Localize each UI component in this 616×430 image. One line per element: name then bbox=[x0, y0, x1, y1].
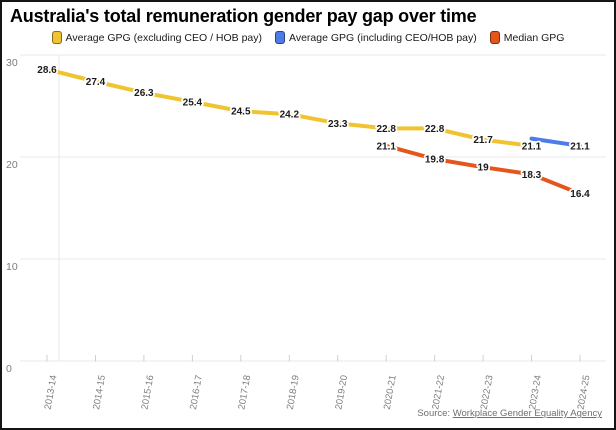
legend-swatch-yellow-icon bbox=[51, 31, 62, 44]
x-tick-label: 2015-16 bbox=[140, 374, 157, 410]
point-label: 21.1 bbox=[376, 141, 396, 152]
series-line bbox=[45, 67, 534, 148]
point-label: 19 bbox=[478, 163, 490, 174]
point-label: 22.8 bbox=[425, 124, 445, 135]
y-tick-label: 0 bbox=[6, 363, 12, 375]
point-label: 23.3 bbox=[328, 119, 348, 130]
point-label: 21.1 bbox=[570, 141, 590, 152]
point-label: 25.4 bbox=[183, 97, 203, 108]
y-tick-label: 10 bbox=[6, 261, 18, 273]
legend-item-average-excl: Average GPG (excluding CEO / HOB pay) bbox=[51, 31, 263, 44]
point-label: 28.6 bbox=[37, 65, 57, 76]
legend-label: Median GPG bbox=[503, 31, 565, 44]
page-title: Australia's total remuneration gender pa… bbox=[10, 6, 477, 26]
point-label: 21.7 bbox=[473, 135, 493, 146]
point-label: 18.3 bbox=[522, 170, 542, 181]
point-label: 16.4 bbox=[570, 189, 590, 200]
x-tick-label: 2019-20 bbox=[333, 374, 350, 410]
x-tick-label: 2018-19 bbox=[285, 374, 302, 410]
point-label: 24.2 bbox=[280, 110, 300, 121]
legend-label: Average GPG (excluding CEO / HOB pay) bbox=[65, 31, 263, 44]
point-label: 19.8 bbox=[425, 155, 445, 166]
x-tick-label: 2014-15 bbox=[91, 374, 108, 410]
y-tick-label: 30 bbox=[6, 57, 18, 69]
legend-swatch-orange-icon bbox=[489, 31, 500, 44]
point-label: 27.4 bbox=[86, 77, 106, 88]
legend-item-average-incl: Average GPG (including CEO/HOB pay) bbox=[275, 31, 477, 44]
y-tick-label: 20 bbox=[6, 159, 18, 171]
x-tick-label: 2020-21 bbox=[382, 374, 399, 410]
chart-legend: Average GPG (excluding CEO / HOB pay) Av… bbox=[2, 31, 614, 44]
series-line bbox=[384, 143, 582, 196]
source-link[interactable]: Workplace Gender Equality Agency bbox=[452, 408, 602, 419]
legend-item-median: Median GPG bbox=[489, 31, 565, 44]
legend-swatch-blue-icon bbox=[275, 31, 286, 44]
x-tick-label: 2023-24 bbox=[527, 374, 544, 410]
x-tick-label: 2022-23 bbox=[479, 374, 496, 410]
x-tick-label: 2013-14 bbox=[43, 374, 60, 410]
x-tick-label: 2017-18 bbox=[236, 374, 253, 410]
point-label: 24.5 bbox=[231, 107, 251, 118]
point-label: 22.8 bbox=[376, 124, 396, 135]
x-tick-label: 2016-17 bbox=[188, 374, 205, 410]
point-label: 26.3 bbox=[134, 88, 154, 99]
point-label: 21.1 bbox=[522, 141, 542, 152]
source-prefix: Source: bbox=[417, 408, 453, 419]
series-line bbox=[529, 136, 582, 148]
source-attribution: Source: Workplace Gender Equality Agency bbox=[417, 408, 602, 419]
x-tick-label: 2024-25 bbox=[576, 374, 593, 410]
legend-label: Average GPG (including CEO/HOB pay) bbox=[289, 31, 477, 44]
x-tick-label: 2021-22 bbox=[430, 374, 447, 410]
